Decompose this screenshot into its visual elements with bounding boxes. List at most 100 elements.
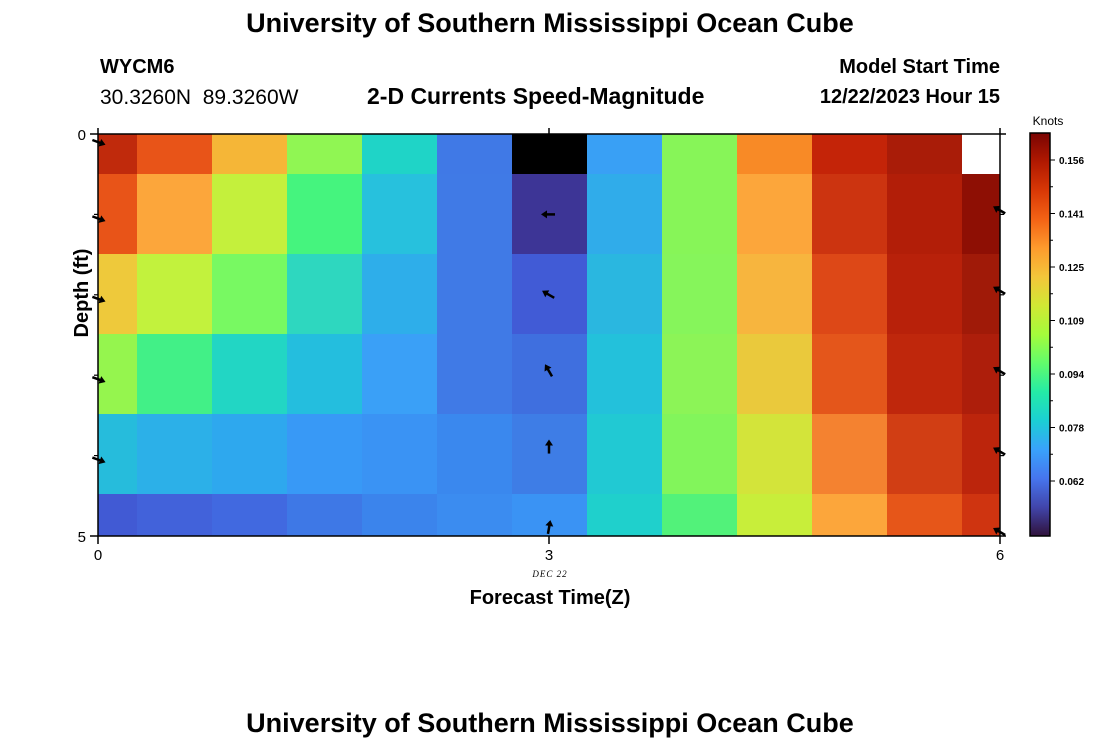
colorbar-tick-label: 0.109 [1059, 317, 1084, 328]
current-vector-arrow [91, 295, 106, 304]
station-coordinates: 30.3260N 89.3260W [100, 86, 299, 109]
current-vector-arrow [542, 290, 555, 299]
heatmap-cell [137, 494, 213, 537]
current-vector-arrow [545, 520, 554, 535]
current-vector-arrow [993, 366, 1006, 376]
heatmap-cell [662, 334, 738, 415]
x-tick-label: 3 [545, 547, 553, 564]
colorbar-tick-label: 0.125 [1059, 263, 1084, 274]
heatmap-cell [212, 334, 288, 415]
heatmap-cell [362, 174, 438, 255]
colorbar-scale [1029, 132, 1051, 537]
colorbar-tick-label: 0.078 [1059, 424, 1084, 435]
heatmap-cell [362, 334, 438, 415]
heatmap-cell [98, 254, 138, 335]
heatmap-cell [737, 134, 813, 175]
model-start-label: Model Start Time [839, 56, 1000, 78]
heatmap-cell [662, 494, 738, 537]
model-start-time: 12/22/2023 Hour 15 [819, 86, 1000, 108]
heatmap-cell [287, 494, 363, 537]
heatmap-cell [662, 134, 738, 175]
heatmap-cell [287, 334, 363, 415]
current-vector-arrow [541, 210, 555, 219]
current-vector-arrow [993, 205, 1006, 215]
heatmap-cell [437, 334, 513, 415]
heatmap-cell [287, 414, 363, 495]
colorbar-tick-label: 0.156 [1059, 156, 1084, 167]
heatmap-cell [962, 414, 1001, 495]
colorbar-title: Knots [1033, 114, 1064, 128]
heatmap-cell [212, 134, 288, 175]
heatmap-cell [98, 334, 138, 415]
current-vector-arrow [993, 447, 1006, 456]
heatmap-cell [737, 414, 813, 495]
heatmap-cell [887, 414, 963, 495]
current-vectors [91, 138, 1006, 537]
heatmap-cell [287, 254, 363, 335]
heatmap-cell [212, 254, 288, 335]
current-vector-arrow [91, 138, 106, 147]
heatmap-cell [812, 414, 888, 495]
heatmap-cell [812, 334, 888, 415]
heatmap-cell [737, 334, 813, 415]
x-axis-label: Forecast Time(Z) [470, 587, 631, 609]
heatmap-cell [887, 254, 963, 335]
heatmap-cell [362, 134, 438, 175]
heatmap-cell [887, 494, 963, 537]
heatmap-cell [887, 334, 963, 415]
heatmap-cell [587, 254, 663, 335]
heatmap-cell [212, 174, 288, 255]
heatmap-cell [437, 414, 513, 495]
y-tick-label: 5 [78, 529, 86, 546]
colorbar-tick-label: 0.094 [1059, 370, 1084, 381]
heatmap-cell [212, 494, 288, 537]
heatmap-cell [437, 134, 513, 175]
footer-title: University of Southern Mississippi Ocean… [246, 708, 854, 738]
y-tick-label: 0 [78, 127, 86, 144]
heatmap-cell [437, 254, 513, 335]
heatmap-cell [437, 174, 513, 255]
colorbar: 0.156 0.141 0.125 0.109 0.094 0.078 0.062 [1029, 132, 1084, 537]
heatmap-cells [98, 134, 1001, 537]
heatmap-cell [137, 134, 213, 175]
heatmap-cell [287, 174, 363, 255]
heatmap-cell [137, 254, 213, 335]
heatmap-cell [812, 494, 888, 537]
current-vector-arrow [544, 364, 554, 378]
heatmap-cell [737, 174, 813, 255]
axes: 0 3 605 [78, 127, 1006, 564]
heatmap-cell [887, 134, 963, 175]
y-axis-label: Depth (ft) [71, 249, 93, 338]
colorbar-tick-label: 0.062 [1059, 477, 1084, 488]
heatmap-cell [662, 174, 738, 255]
heatmap-cell [737, 254, 813, 335]
chart-subtitle: 2-D Currents Speed-Magnitude [367, 83, 705, 109]
heatmap-cell [662, 254, 738, 335]
current-vector-arrow [993, 527, 1006, 537]
heatmap-cell [587, 494, 663, 537]
heatmap-cell [887, 174, 963, 255]
current-vector-arrow [993, 286, 1006, 295]
current-vector-arrow [91, 215, 106, 223]
heatmap-cell [212, 414, 288, 495]
heatmap-cell [587, 414, 663, 495]
heatmap-cell [812, 254, 888, 335]
heatmap-cell [362, 494, 438, 537]
main-title: University of Southern Mississippi Ocean… [246, 8, 854, 38]
colorbar-tick-label: 0.141 [1059, 210, 1084, 221]
heatmap-cell [962, 334, 1001, 415]
heatmap-cell [287, 134, 363, 175]
current-vector-arrow [91, 375, 106, 384]
station-id: WYCM6 [100, 56, 175, 78]
heatmap-cell [587, 174, 663, 255]
heatmap-cell [98, 494, 138, 537]
heatmap-cell [137, 174, 213, 255]
heatmap-cell [98, 414, 138, 495]
x-tick-label: 6 [996, 547, 1004, 564]
heatmap-cell [98, 174, 138, 255]
heatmap-cell [362, 414, 438, 495]
heatmap-cell [98, 134, 138, 175]
heatmap-cell [662, 414, 738, 495]
heatmap-cell [737, 494, 813, 537]
